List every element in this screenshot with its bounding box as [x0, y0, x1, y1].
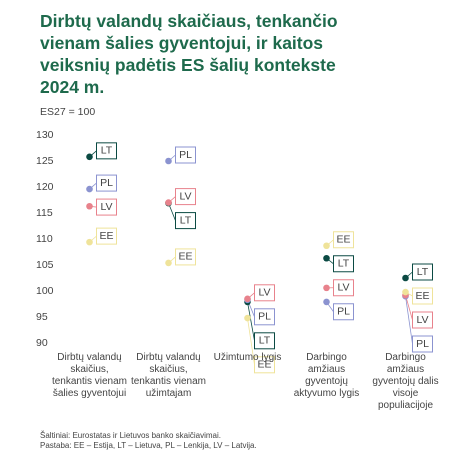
x-tick-label: Darbingo amžiaus gyventojų dalis visoje …	[372, 352, 439, 411]
label-box	[175, 146, 196, 164]
chart-title: Dirbtų valandų skaičiaus, tenkančio vien…	[40, 11, 338, 97]
dot	[86, 202, 93, 210]
dot	[86, 238, 93, 246]
y-tick-label: 90	[36, 337, 48, 349]
dot	[323, 242, 330, 250]
leader-line	[405, 296, 413, 345]
x-tick-label: Užimtumo lygis	[213, 352, 282, 363]
dot	[402, 274, 409, 282]
series-label: EE	[99, 230, 113, 242]
dot	[244, 295, 251, 303]
series-label: EE	[415, 290, 429, 302]
y-tick-label: 95	[36, 311, 48, 323]
leader-line	[247, 317, 255, 365]
series-label: LV	[100, 201, 112, 213]
label-box	[333, 303, 354, 321]
series-label: EE	[257, 359, 271, 371]
abbrev-note: Pastaba: EE – Estija, LT – Lietuva, PL –…	[40, 441, 257, 450]
y-tick-label: 115	[36, 207, 53, 219]
leader-line	[405, 295, 413, 321]
label-box	[175, 248, 196, 266]
label-box	[96, 227, 117, 245]
dot	[165, 157, 172, 165]
y-tick-label: 110	[36, 233, 53, 245]
series-label: PL	[337, 306, 350, 318]
y-tick-label: 130	[36, 129, 54, 141]
y-tick-label: 105	[36, 259, 54, 271]
label-box	[412, 311, 433, 329]
label-box	[254, 308, 275, 326]
label-box	[96, 198, 117, 216]
series-label: PL	[416, 338, 429, 350]
dot	[323, 284, 330, 292]
label-box	[333, 255, 354, 273]
dot	[165, 199, 172, 206]
label-box	[96, 142, 117, 160]
series-label: LT	[101, 145, 113, 157]
dot	[402, 288, 409, 296]
label-box	[254, 356, 275, 374]
series-label: LV	[337, 282, 349, 294]
series-label: PL	[179, 149, 192, 161]
label-box	[412, 263, 433, 281]
dot	[165, 259, 172, 267]
series-label: LV	[416, 314, 428, 326]
label-box	[333, 279, 354, 297]
series-label: LT	[417, 266, 429, 278]
label-box	[333, 231, 354, 249]
x-tick-label: Dirbtų valandų skaičius, tenkantis viena…	[51, 352, 128, 399]
series-label: LT	[338, 258, 350, 270]
dot	[86, 153, 93, 161]
series-label: EE	[178, 251, 192, 263]
series-label: LT	[259, 335, 271, 347]
label-box	[254, 332, 275, 350]
dot	[323, 298, 330, 306]
y-axis-label: ES27 = 100	[40, 106, 95, 118]
label-box	[254, 284, 275, 302]
y-tick-label: 125	[36, 155, 54, 167]
label-box	[175, 212, 196, 230]
series-label: LV	[258, 287, 270, 299]
series-label: LV	[179, 190, 191, 202]
dot	[323, 254, 330, 262]
dot	[244, 314, 251, 322]
x-tick-label: Darbingo amžiaus gyventojų aktyvumo lygi…	[293, 352, 360, 399]
label-box	[96, 174, 117, 192]
y-tick-label: 120	[36, 181, 54, 193]
x-tick-label: Dirbtų valandų skaičius, tenkantis viena…	[130, 352, 207, 399]
series-label: PL	[258, 311, 271, 323]
label-box	[175, 188, 196, 206]
label-box	[412, 287, 433, 305]
series-label: LT	[180, 214, 192, 226]
source-note: Šaltiniai: Eurostatas ir Lietuvos banko …	[40, 431, 221, 440]
y-tick-label: 100	[36, 285, 54, 297]
leader-line	[247, 301, 255, 341]
series-label: PL	[100, 177, 113, 189]
series-label: EE	[336, 234, 350, 246]
label-box	[412, 335, 433, 353]
dot	[86, 185, 93, 193]
